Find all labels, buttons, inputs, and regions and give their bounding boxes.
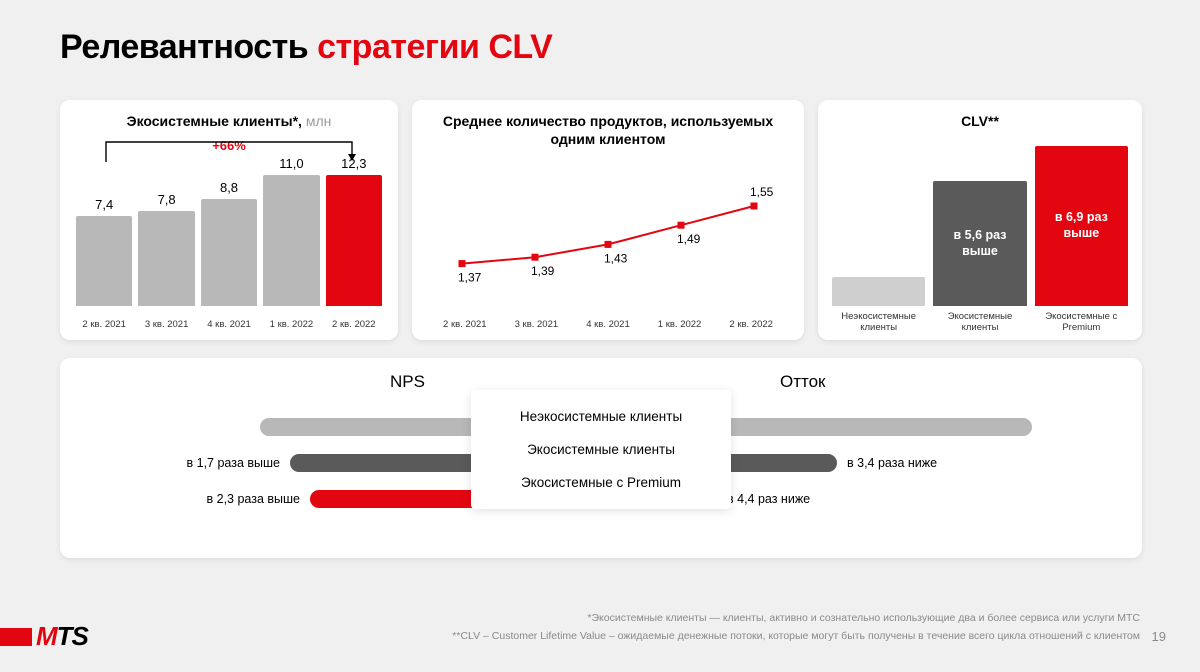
clv-bar-rect [832,277,925,306]
clv-bar [832,146,925,306]
panel-clv: CLV** в 5,6 раз выше в 6,9 раз выше Неэко… [818,100,1142,340]
x-label: 4 кв. 2021 [575,319,641,330]
legend-box: Неэкосистемные клиентыЭкосистемные клиен… [471,390,731,509]
x-label: Экосистемные с Premium [1035,312,1128,334]
footnote-2: **CLV – Customer Lifetime Value – ожидае… [452,630,1140,642]
legend-row: Экосистемные с Premium [471,466,731,499]
x-label: 4 кв. 2021 [201,319,257,330]
svg-text:1,49: 1,49 [677,232,701,246]
nps-title: NPS [390,372,425,392]
logo-accent [0,628,32,646]
x-label: 2 кв. 2022 [326,319,382,330]
panel2-chart: 1,37 1,39 1,43 1,49 1,55 [432,160,784,306]
bar-value: 7,4 [95,197,113,212]
bar: 7,4 [76,156,132,306]
title-black: Релевантность [60,28,317,66]
bar-value: 7,8 [158,192,176,207]
svg-text:1,37: 1,37 [458,271,482,285]
logo: MTS [36,621,88,652]
bar: 7,8 [138,156,194,306]
panel3-xlabels: Неэкосистемные клиенты Экосистемные клиен… [832,312,1128,334]
clv-bar-text: в 5,6 раз выше [933,228,1026,259]
bar-rect [76,216,132,306]
churn-title: Отток [780,372,826,392]
bar-rect [326,175,382,306]
x-label: Неэкосистемные клиенты [832,312,925,334]
bar: 12,3 [326,156,382,306]
nps-label: в 1,7 раза выше [187,456,281,470]
panel-avg-products: Среднее количество продуктов, используем… [412,100,804,340]
x-label: 3 кв. 2021 [138,319,194,330]
panel2-xlabels: 2 кв. 2021 3 кв. 2021 4 кв. 2021 1 кв. 2022… [432,319,784,330]
bar-value: 8,8 [220,180,238,195]
x-label: 2 кв. 2021 [432,319,498,330]
clv-bar-text: в 6,9 раз выше [1035,210,1128,241]
panel3-bars: в 5,6 раз выше в 6,9 раз выше [832,146,1128,306]
x-label: 1 кв. 2022 [263,319,319,330]
x-label: 2 кв. 2022 [718,319,784,330]
growth-label: +66% [212,138,246,153]
panel1-xlabels: 2 кв. 2021 3 кв. 2021 4 кв. 2021 1 кв. 2022… [76,319,382,330]
panel3-title: CLV** [818,100,1142,134]
legend-row: Неэкосистемные клиенты [471,400,731,433]
svg-text:1,55: 1,55 [750,185,774,199]
x-label: 2 кв. 2021 [76,319,132,330]
bar-value: 12,3 [341,156,366,171]
clv-bar-rect: в 6,9 раз выше [1035,146,1128,306]
panel1-bars: 7,4 7,8 8,8 11,0 12,3 [76,156,382,306]
panel1-title: Экосистемные клиенты*, млн [60,100,398,134]
clv-bar: в 5,6 раз выше [933,146,1026,306]
x-label: 3 кв. 2021 [504,319,570,330]
bar-rect [201,199,257,306]
nps-label: в 2,3 раза выше [207,492,301,506]
page-title: Релевантность стратегии CLV [60,28,552,67]
legend-row: Экосистемные клиенты [471,433,731,466]
x-label: 1 кв. 2022 [647,319,713,330]
x-label: Экосистемные клиенты [933,312,1026,334]
panel-ecosystem-clients: Экосистемные клиенты*, млн +66% 7,4 7,8 8,… [60,100,398,340]
clv-bar: в 6,9 раз выше [1035,146,1128,306]
bar: 8,8 [201,156,257,306]
bar: 11,0 [263,156,319,306]
bar-rect [263,175,319,306]
churn-label: в 3,4 раза ниже [847,456,937,470]
clv-bar-rect: в 5,6 раз выше [933,181,1026,306]
panel2-title: Среднее количество продуктов, используем… [412,100,804,152]
bar-rect [138,211,194,306]
bar-value: 11,0 [279,156,303,171]
footnote-1: *Экосистемные клиенты — клиенты, активно… [587,612,1140,624]
title-red: стратегии CLV [317,28,552,66]
svg-text:1,43: 1,43 [604,251,628,265]
panel-nps-churn: NPS Отток Неэкосистемные клиентыЭкосисте… [60,358,1142,558]
svg-text:1,39: 1,39 [531,264,555,278]
page-number: 19 [1152,629,1166,644]
churn-label: в 4,4 раз ниже [727,492,810,506]
